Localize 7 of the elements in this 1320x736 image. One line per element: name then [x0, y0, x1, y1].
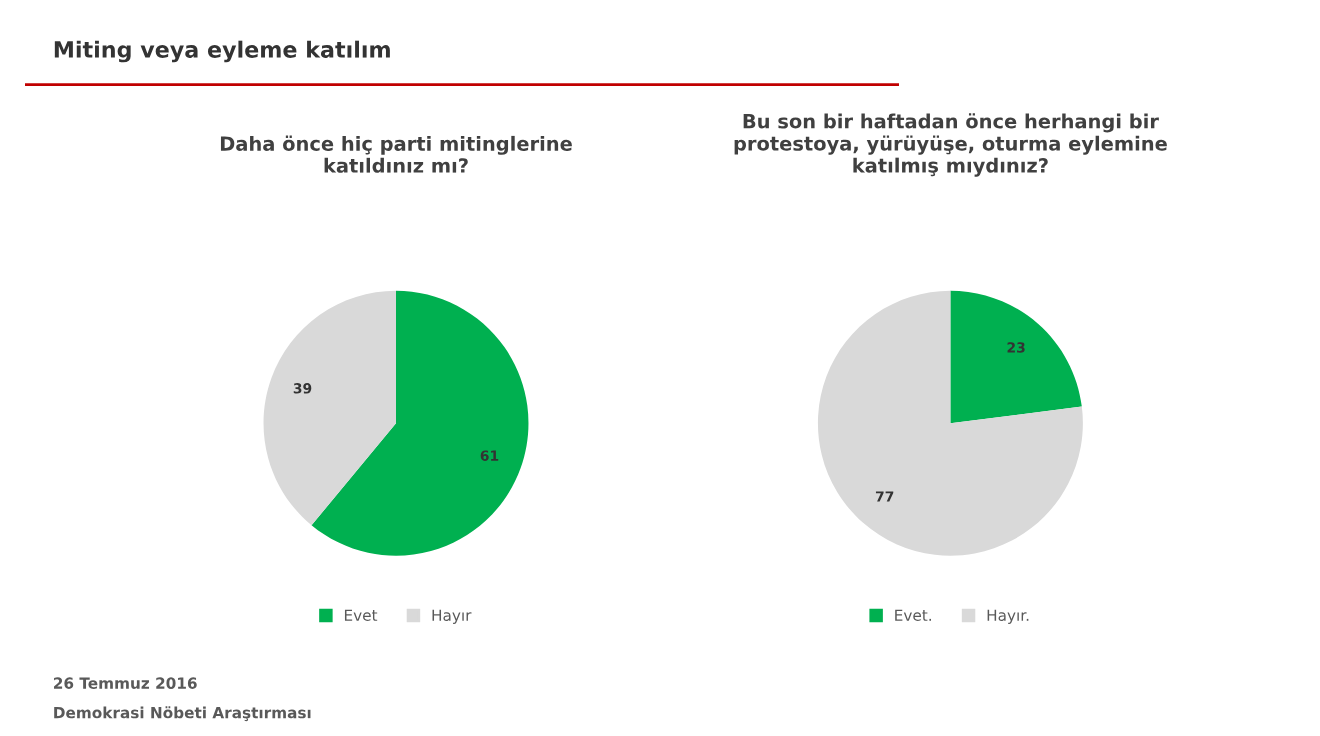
pie-slice [263, 290, 396, 526]
chart-title: Bu son bir haftadan önce herhangi bir protestoya, yürüyüşe, oturma eylemine katılmış mıydınız? [734, 113, 1167, 177]
pie-slice [950, 290, 1082, 424]
text: Miting veya eyleme katılım [54, 40, 390, 63]
chart-title: Daha önce hiç parti mitinglerine katıldınız mı? [220, 135, 572, 173]
pie-slice [311, 290, 529, 556]
pie-slice [817, 290, 1083, 556]
